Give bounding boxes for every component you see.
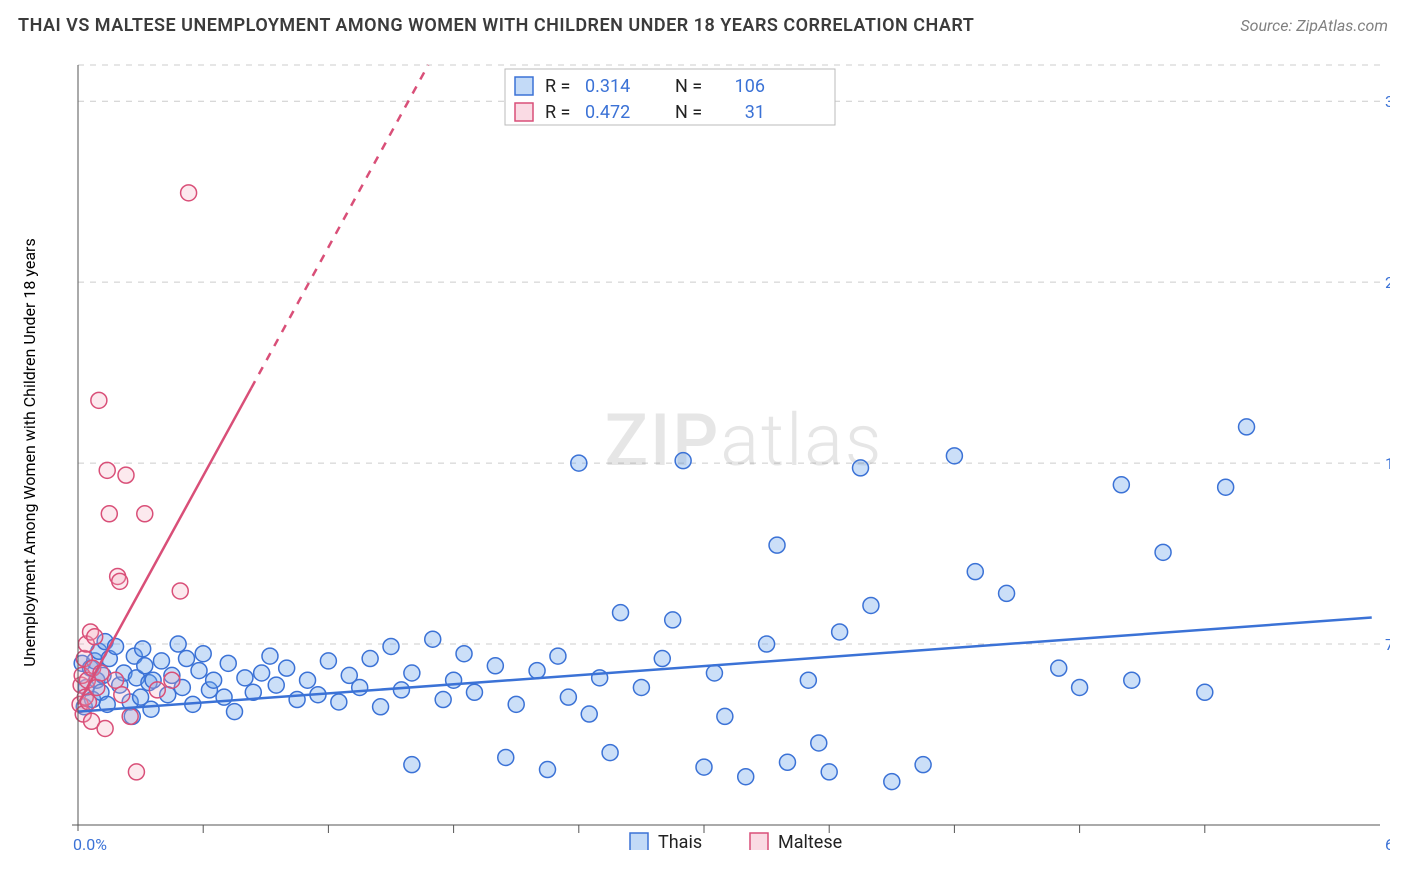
ytick-label: 7.5%	[1385, 635, 1390, 654]
ytick-label: 15.0%	[1385, 454, 1390, 473]
ytick-label: 22.5%	[1385, 273, 1390, 292]
trend-maltese-ext	[251, 65, 428, 388]
svg-text:106: 106	[735, 76, 765, 97]
svg-text:R =: R =	[545, 102, 570, 123]
chart-plot: ZIPatlas 7.5% 15.0% 22.5% 30.0% 0.0% 60.0% R = …	[50, 55, 1390, 850]
svg-text:N =: N =	[675, 76, 702, 97]
svg-text:0.314: 0.314	[585, 76, 630, 97]
scatter-svg: ZIPatlas 7.5% 15.0% 22.5% 30.0% 0.0% 60.0% R = …	[50, 55, 1390, 850]
y-axis-label: Unemployment Among Women with Children U…	[20, 55, 40, 850]
legend-label-thais: Thais	[658, 832, 702, 850]
svg-text:31: 31	[745, 102, 765, 123]
svg-text:N =: N =	[675, 102, 702, 123]
svg-text:R =: R =	[545, 76, 570, 97]
svg-text:ZIPatlas: ZIPatlas	[605, 398, 884, 483]
xlabel-left: 0.0%	[73, 835, 107, 850]
svg-text:0.472: 0.472	[585, 102, 630, 123]
series-legend: Thais Maltese	[630, 832, 842, 850]
legend-label-maltese: Maltese	[778, 832, 842, 850]
ytick-label: 30.0%	[1385, 92, 1390, 111]
correlation-legend: R = 0.314 N = 106 R = 0.472 N = 31	[505, 69, 835, 125]
chart-title: THAI VS MALTESE UNEMPLOYMENT AMONG WOMEN…	[18, 15, 974, 36]
xlabel-right: 60.0%	[1385, 835, 1390, 850]
source-label: Source: ZipAtlas.com	[1240, 16, 1388, 35]
